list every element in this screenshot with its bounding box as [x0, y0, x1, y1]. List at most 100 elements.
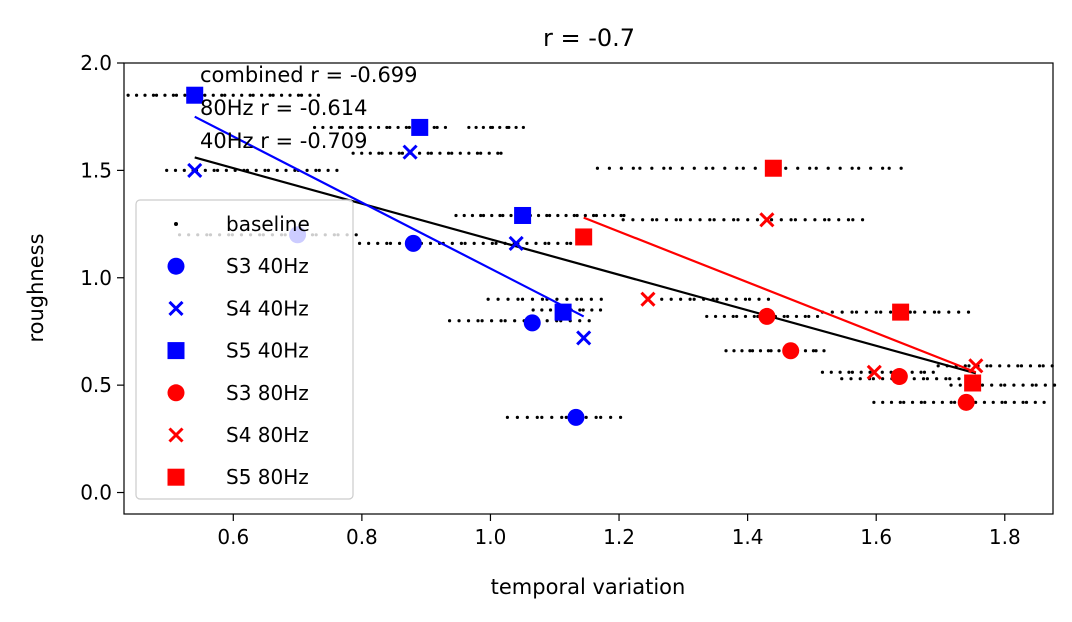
baseline-point [881, 400, 885, 404]
baseline-point [755, 218, 760, 222]
legend-marker-s3-80hz [167, 384, 185, 402]
baseline-point [850, 310, 854, 314]
baseline-point [183, 93, 187, 97]
baseline-point [777, 349, 781, 353]
baseline-point [838, 370, 842, 374]
series-s4-80hz [640, 212, 984, 380]
baseline-point [840, 377, 844, 381]
baseline-point [923, 310, 927, 314]
baseline-point [467, 151, 471, 155]
baseline-point [850, 370, 854, 374]
baseline-point [220, 93, 224, 97]
legend-marker-s5-80hz [167, 468, 185, 486]
baseline-point [515, 415, 519, 419]
baseline-point [807, 314, 811, 319]
legend-label-s3-40hz: S3 40Hz [226, 254, 309, 278]
baseline-point [545, 319, 549, 323]
baseline-point [923, 400, 927, 404]
baseline-point [479, 213, 483, 218]
point-s5-80hz [575, 228, 593, 246]
baseline-point [459, 241, 464, 245]
baseline-point [182, 168, 186, 172]
baseline-point [668, 166, 672, 170]
baseline-point [741, 166, 745, 170]
baseline-point [578, 308, 582, 312]
baseline-point [631, 166, 635, 170]
legend-marker-s4-40hz [168, 300, 184, 316]
baseline-point [811, 349, 816, 353]
baseline-point [757, 297, 761, 301]
baseline-point [548, 213, 552, 218]
baseline-point [779, 218, 783, 222]
baseline-point [360, 125, 364, 130]
baseline-point [734, 297, 738, 301]
baseline-point [803, 349, 808, 353]
baseline-point [357, 125, 361, 130]
y-axis-label: roughness [24, 233, 48, 342]
y-tick-label: 2.0 [80, 51, 112, 75]
baseline-point [534, 241, 538, 245]
baseline-point [743, 314, 748, 319]
baseline-point [498, 125, 502, 130]
baseline-point [1021, 383, 1025, 387]
baseline-point [889, 400, 894, 404]
baseline-point [820, 370, 825, 374]
baseline-point [650, 166, 654, 170]
baseline-point [490, 213, 494, 218]
baseline-point [143, 93, 147, 97]
baseline-point [385, 125, 389, 130]
baseline-point [796, 166, 800, 170]
baseline-point [564, 213, 568, 218]
baseline-point [982, 400, 987, 404]
series-s5-40hz [186, 86, 572, 321]
baseline-point [722, 314, 726, 319]
baseline-point [922, 370, 927, 374]
baseline-point [758, 349, 763, 353]
baseline-point [550, 415, 554, 419]
legend-marker-s3-40hz [167, 257, 185, 275]
baseline-point [472, 241, 476, 245]
baseline-point [429, 151, 433, 155]
baseline-point [505, 415, 510, 419]
baseline-point [351, 151, 355, 155]
baseline-point [660, 297, 664, 301]
fit-lines [194, 115, 977, 375]
baseline-point [565, 297, 569, 301]
baseline-point [520, 297, 525, 301]
baseline-point [669, 297, 673, 301]
baseline-point [1042, 400, 1046, 404]
baseline-point [284, 168, 288, 172]
baseline-point [974, 400, 978, 404]
legend-box [135, 199, 354, 500]
baseline-point [949, 400, 953, 404]
baseline-point [575, 213, 579, 218]
baseline-point [619, 166, 623, 170]
baseline-point [569, 241, 573, 245]
baseline-point [404, 125, 408, 130]
baseline-point [530, 297, 535, 301]
x-tick-label: 0.8 [346, 525, 378, 549]
baseline-point [991, 400, 995, 404]
baseline-point [579, 297, 583, 301]
baseline-point [496, 151, 500, 155]
baseline-point [487, 151, 491, 155]
baseline-point [299, 93, 304, 97]
baseline-point [513, 319, 517, 323]
baseline-point [240, 93, 244, 97]
point-s3-80hz [957, 393, 975, 411]
baseline-point [251, 93, 255, 97]
baseline-point [655, 218, 659, 222]
baseline-point [481, 125, 485, 130]
point-s5-80hz [764, 159, 782, 177]
baseline-point [803, 314, 807, 319]
baseline-point [826, 166, 830, 170]
baseline-point [212, 168, 216, 172]
baseline-point [506, 297, 510, 301]
baseline-point [540, 415, 544, 419]
baseline-point [1024, 400, 1029, 404]
baseline-point [1043, 383, 1047, 387]
series-s3-80hz [758, 307, 975, 411]
baseline-point [921, 377, 926, 381]
baseline-point [803, 218, 807, 222]
baseline-point [1003, 400, 1008, 404]
